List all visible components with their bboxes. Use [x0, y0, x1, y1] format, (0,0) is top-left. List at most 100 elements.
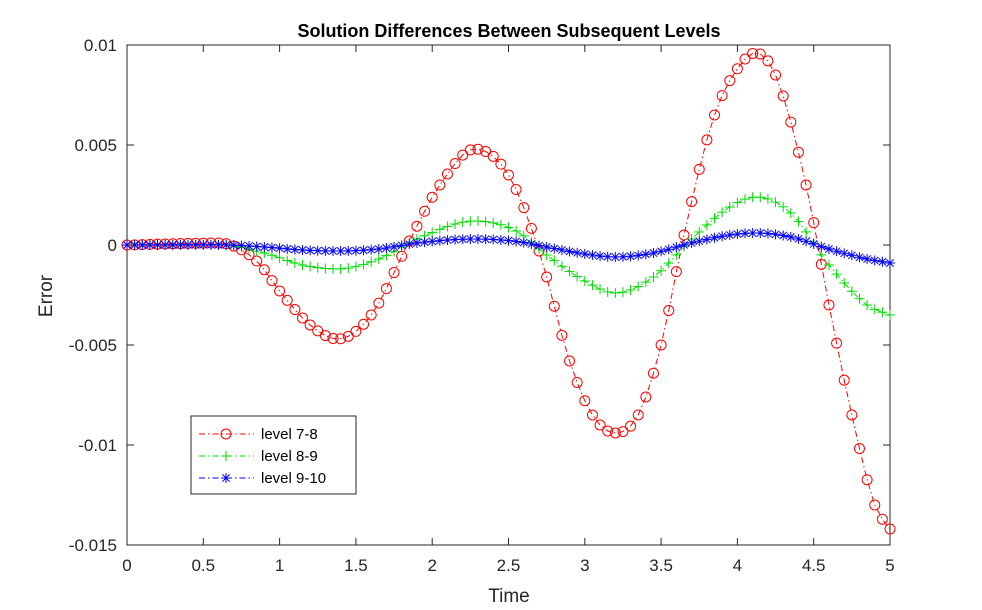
data-point [503, 169, 514, 181]
data-point [686, 196, 698, 208]
data-point [366, 244, 377, 255]
data-point [656, 265, 667, 276]
data-point [877, 307, 888, 318]
data-point [503, 222, 514, 233]
data-point [572, 271, 583, 282]
data-point [274, 285, 286, 297]
data-point [670, 266, 682, 278]
data-point [419, 237, 430, 248]
data-point [564, 355, 576, 367]
data-point [663, 244, 674, 255]
data-point [602, 286, 613, 297]
data-point [740, 228, 751, 239]
data-point [556, 244, 567, 255]
data-point [571, 376, 583, 388]
data-point [709, 213, 720, 224]
data-point [694, 236, 705, 247]
data-point [770, 197, 781, 208]
data-point [564, 266, 575, 277]
data-point [450, 219, 461, 230]
data-point [785, 208, 796, 218]
data-point [305, 261, 316, 272]
data-point [816, 241, 827, 252]
data-point [419, 205, 431, 217]
data-point [724, 230, 735, 240]
legend-label: level 7-8 [261, 426, 318, 443]
data-point [411, 238, 422, 248]
data-point [800, 179, 812, 191]
data-point [373, 297, 385, 309]
data-point [633, 250, 644, 261]
data-point [289, 304, 301, 316]
data-point [754, 48, 766, 60]
data-point [625, 251, 636, 262]
data-point [282, 243, 293, 254]
data-point [319, 330, 331, 342]
data-point [885, 310, 895, 320]
data-point [762, 55, 774, 67]
data-point [747, 228, 758, 239]
data-point [549, 255, 560, 266]
data-point [732, 197, 743, 208]
data-point [709, 109, 721, 121]
data-point [457, 217, 468, 228]
series-layer [121, 47, 896, 535]
data-point [258, 264, 270, 276]
data-point [724, 202, 735, 212]
data-point [358, 259, 369, 270]
data-point [792, 146, 804, 158]
data-point [793, 216, 804, 227]
data-point [579, 249, 590, 259]
data-point [885, 258, 895, 268]
data-point [480, 216, 491, 227]
data-point [862, 254, 873, 264]
data-point [289, 244, 300, 255]
legend-marker [221, 473, 231, 483]
data-point [244, 241, 255, 251]
legend-marker [220, 428, 232, 440]
data-point [579, 276, 590, 286]
data-point [694, 226, 705, 237]
data-point [831, 337, 843, 349]
x-axis-title: Time [488, 586, 530, 607]
data-point [434, 179, 446, 191]
y-axis-title: Error [36, 274, 57, 317]
y-tick-label: -0.005 [69, 336, 117, 355]
data-point [312, 262, 323, 273]
data-point [548, 300, 560, 312]
data-point [160, 239, 171, 250]
x-tick-label: 5 [885, 556, 894, 575]
data-point [457, 234, 468, 245]
data-point [266, 242, 277, 253]
data-point [510, 184, 522, 196]
data-point [366, 256, 377, 267]
data-point [441, 168, 453, 180]
data-point [487, 150, 499, 162]
y-tick-label: 0.005 [74, 136, 117, 155]
data-point [281, 294, 293, 306]
legend-box [190, 415, 357, 495]
data-point [266, 275, 278, 287]
data-point [808, 217, 820, 229]
data-point [594, 419, 606, 431]
data-point [595, 284, 606, 295]
data-point [717, 231, 728, 242]
data-point [785, 232, 796, 242]
x-tick-label: 0.5 [191, 556, 215, 575]
data-point [305, 245, 316, 256]
data-point [808, 238, 819, 249]
data-point [678, 239, 689, 250]
data-point [442, 221, 453, 232]
data-point [503, 235, 514, 246]
x-tick-label: 1.5 [344, 556, 368, 575]
data-point [717, 207, 728, 218]
data-point [335, 263, 346, 274]
data-point [640, 277, 651, 288]
data-point [380, 283, 392, 295]
data-point [862, 300, 873, 310]
data-point [609, 427, 621, 439]
data-point [282, 255, 293, 266]
data-point [823, 299, 835, 311]
data-point [655, 339, 667, 351]
